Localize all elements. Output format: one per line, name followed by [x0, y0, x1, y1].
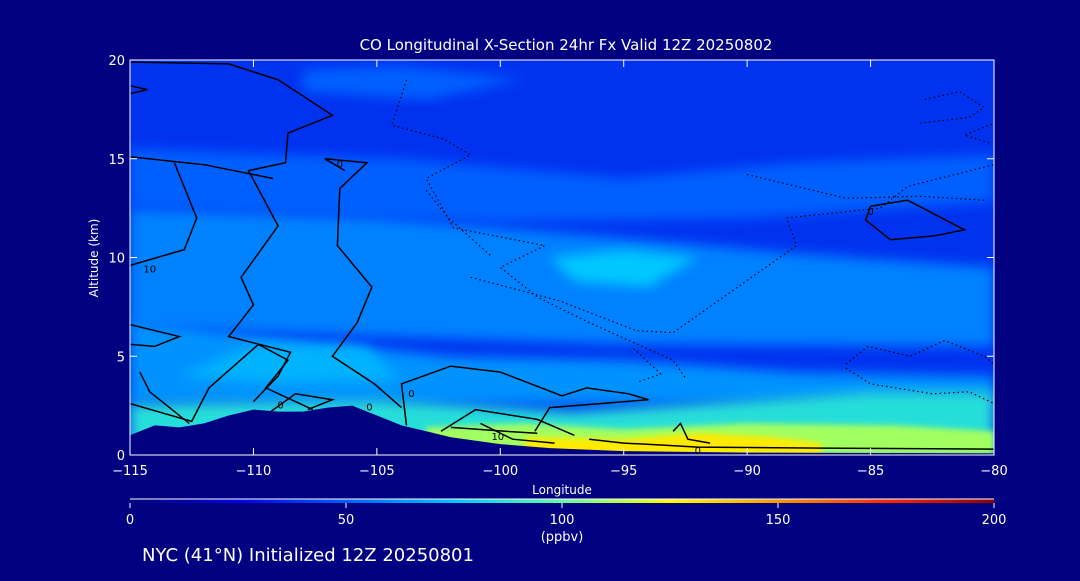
contour-solid	[130, 61, 335, 403]
field-region-upper-lighter	[130, 148, 994, 222]
colorbar-unit-label: (ppbv)	[541, 530, 584, 545]
contour-solid	[672, 422, 711, 444]
contour-solid	[864, 199, 967, 241]
contour-label: 10	[491, 432, 504, 443]
y-tick-label: 15	[108, 153, 125, 168]
contour-labels: 0 10 0 0 0 10 0 0	[143, 160, 873, 457]
colorbar-tick-label: 50	[338, 513, 355, 528]
colorbar-gradient	[130, 499, 994, 503]
terrain-mask	[130, 405, 994, 455]
contour-label: 0	[277, 401, 283, 412]
footer-caption: NYC (41°N) Initialized 12Z 20250801	[142, 545, 474, 566]
contour-label: 0	[867, 207, 873, 218]
y-tick-label: 10	[108, 252, 125, 267]
contour-solid	[130, 343, 314, 423]
contour-solid	[130, 84, 148, 95]
field-region-upper-lighter	[302, 65, 525, 100]
contour-label: 10	[143, 264, 156, 275]
y-tick-label: 5	[117, 350, 125, 365]
contour-solid	[270, 393, 336, 413]
x-tick-label: −85	[857, 464, 884, 479]
x-tick-label: −115	[112, 464, 148, 479]
x-axis: −115 −110 −105 −100 −95 −90 −85 −80	[112, 60, 1008, 479]
contour-solid	[130, 162, 198, 267]
colorbar-tick-label: 200	[982, 513, 1007, 528]
colorbar-tick-label: 150	[766, 513, 791, 528]
contour-solid	[130, 323, 182, 348]
x-tick-label: −100	[482, 464, 518, 479]
x-tick-label: −105	[359, 464, 395, 479]
colorbar-ticks: 0 50 100 150 200	[126, 503, 1007, 528]
contour-label: 0	[695, 446, 701, 457]
chart-title: CO Longitudinal X-Section 24hr Fx Valid …	[360, 36, 773, 54]
contour-lines	[130, 61, 994, 450]
contour-solid	[589, 438, 994, 450]
y-axis-label: Altitude (km)	[87, 219, 101, 298]
y-axis: 0 5 10 15 20	[108, 54, 994, 464]
x-tick-label: −80	[980, 464, 1007, 479]
x-tick-label: −95	[610, 464, 637, 479]
y-tick-label: 20	[108, 54, 125, 69]
contour-solid	[130, 156, 274, 180]
contour-label: 0	[366, 403, 372, 414]
plot-area	[130, 60, 994, 455]
x-tick-label: −110	[236, 464, 272, 479]
contour-label: 0	[408, 389, 414, 400]
field-region-lower-band	[130, 320, 994, 404]
contour-solid	[324, 158, 402, 409]
y-tick-label: 0	[117, 449, 125, 464]
contour-solid	[400, 365, 649, 432]
colorbar: 0 50 100 150 200 (ppbv)	[126, 498, 1007, 545]
contour-dotted	[845, 339, 994, 365]
contour-solid	[139, 371, 190, 424]
contour-solid	[450, 426, 538, 435]
contour-dotted	[633, 347, 662, 383]
field-region-near-surface	[179, 344, 402, 384]
contour-dotted	[425, 189, 491, 256]
contour-dotted	[470, 164, 994, 334]
contour-dotted	[919, 90, 986, 124]
contour-solid	[440, 408, 575, 436]
contour-label: 0	[337, 160, 343, 171]
colorbar-tick-label: 0	[126, 513, 134, 528]
contour-dotted	[746, 174, 985, 201]
x-axis-label: Longitude	[532, 483, 592, 497]
colorbar-tick-label: 100	[550, 513, 575, 528]
x-tick-label: −90	[733, 464, 760, 479]
field-region-mid-maximum	[549, 249, 698, 288]
contour-solid	[480, 422, 555, 444]
field-region-mid-band	[130, 208, 994, 347]
